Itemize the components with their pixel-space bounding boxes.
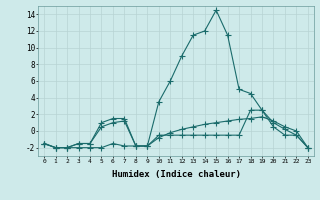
X-axis label: Humidex (Indice chaleur): Humidex (Indice chaleur) [111,170,241,179]
